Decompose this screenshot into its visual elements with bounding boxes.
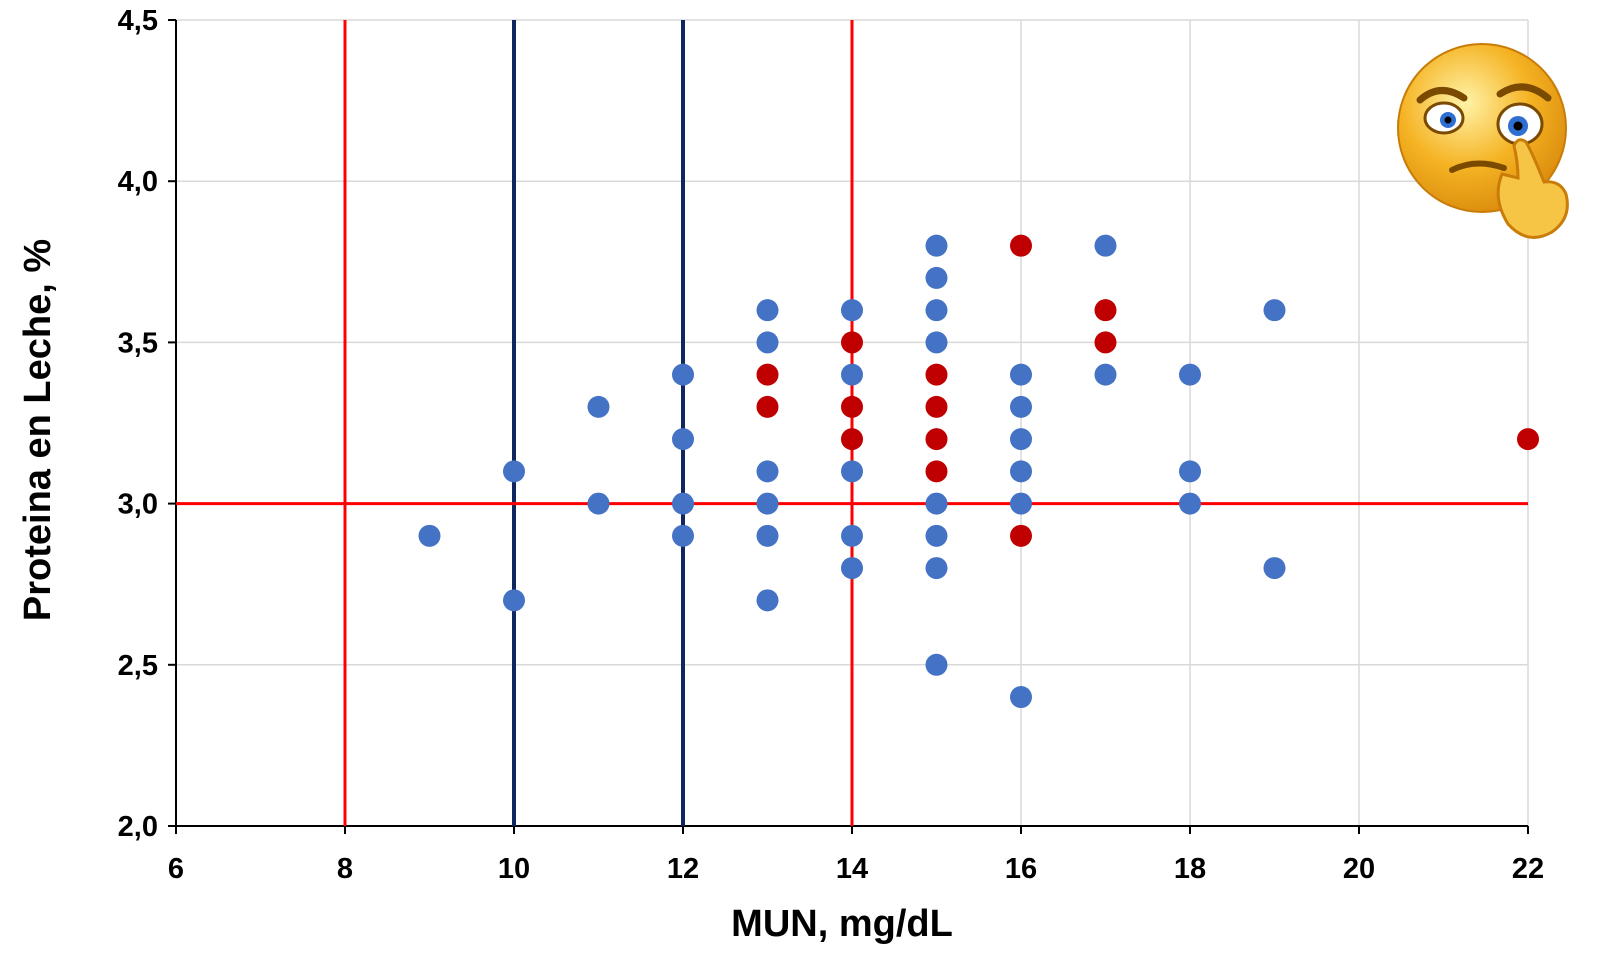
blue-data-point bbox=[587, 395, 610, 418]
red-data-point bbox=[756, 395, 779, 418]
thinking-emoji-icon bbox=[1397, 43, 1569, 239]
x-tick-label: 6 bbox=[168, 853, 184, 885]
red-data-point bbox=[1094, 299, 1117, 322]
red-data-point bbox=[925, 395, 948, 418]
y-axis-title: Proteina en Leche, % bbox=[17, 239, 59, 621]
blue-data-point bbox=[925, 492, 948, 515]
blue-data-point bbox=[418, 524, 441, 547]
x-tick-labels: 6 8 10 12 14 16 18 20 22 bbox=[168, 853, 1544, 885]
y-tick-label: 4,5 bbox=[118, 5, 158, 37]
y-tick-label: 4,0 bbox=[118, 166, 158, 198]
blue-data-point bbox=[503, 589, 525, 612]
x-tick-label: 14 bbox=[836, 853, 868, 885]
red-data-point bbox=[1094, 331, 1117, 354]
blue-data-point bbox=[841, 557, 863, 580]
blue-data-point bbox=[756, 299, 779, 322]
blue-data-point bbox=[925, 234, 948, 257]
y-tick-label: 2,0 bbox=[118, 811, 158, 843]
blue-data-point bbox=[925, 653, 948, 676]
red-data-point bbox=[925, 363, 948, 386]
blue-data-point bbox=[1010, 460, 1032, 483]
blue-data-point bbox=[841, 363, 863, 386]
y-tick-label: 2,5 bbox=[118, 650, 158, 682]
blue-data-point bbox=[672, 492, 694, 515]
blue-data-point bbox=[672, 428, 694, 451]
blue-data-point bbox=[1010, 363, 1032, 386]
blue-data-point bbox=[1010, 492, 1032, 515]
blue-data-point bbox=[1010, 686, 1032, 709]
x-tick-label: 12 bbox=[667, 853, 699, 885]
blue-data-point bbox=[672, 363, 694, 386]
x-tick-label: 16 bbox=[1005, 853, 1037, 885]
x-axis-title: MUN, mg/dL bbox=[731, 903, 953, 945]
blue-data-point bbox=[925, 266, 948, 289]
blue-data-point bbox=[841, 524, 863, 547]
blue-data-point bbox=[1179, 492, 1201, 515]
x-tick-label: 10 bbox=[498, 853, 530, 885]
x-tick-label: 20 bbox=[1343, 853, 1375, 885]
blue-data-point bbox=[925, 557, 948, 580]
x-tick-label: 22 bbox=[1512, 853, 1544, 885]
data-points bbox=[418, 234, 1539, 709]
y-tick-label: 3,5 bbox=[118, 327, 158, 359]
blue-data-point bbox=[756, 492, 779, 515]
x-tick-label: 18 bbox=[1174, 853, 1206, 885]
blue-data-point bbox=[1263, 557, 1286, 580]
axes bbox=[168, 19, 1529, 834]
blue-data-point bbox=[1010, 395, 1032, 418]
blue-data-point bbox=[756, 589, 779, 612]
blue-data-point bbox=[1179, 460, 1201, 483]
blue-data-point bbox=[756, 524, 779, 547]
blue-data-point bbox=[1010, 428, 1032, 451]
blue-data-point bbox=[925, 299, 948, 322]
blue-data-point bbox=[587, 492, 610, 515]
blue-data-point bbox=[756, 331, 779, 354]
blue-data-point bbox=[925, 524, 948, 547]
blue-data-point bbox=[503, 460, 525, 483]
blue-data-point bbox=[756, 460, 779, 483]
red-data-point bbox=[1010, 234, 1032, 257]
blue-data-point bbox=[1263, 299, 1286, 322]
blue-data-point bbox=[672, 524, 694, 547]
red-data-point bbox=[1517, 428, 1539, 451]
red-data-point bbox=[925, 460, 948, 483]
x-tick-label: 8 bbox=[337, 853, 353, 885]
red-data-point bbox=[925, 428, 948, 451]
blue-data-point bbox=[841, 299, 863, 322]
blue-data-point bbox=[1094, 234, 1117, 257]
blue-data-point bbox=[1179, 363, 1201, 386]
red-data-point bbox=[841, 331, 863, 354]
blue-data-point bbox=[1094, 363, 1117, 386]
blue-data-point bbox=[925, 331, 948, 354]
blue-data-point bbox=[841, 460, 863, 483]
y-tick-label: 3,0 bbox=[118, 489, 158, 521]
red-data-point bbox=[756, 363, 779, 386]
red-data-point bbox=[841, 428, 863, 451]
red-data-point bbox=[841, 395, 863, 418]
y-tick-labels: 2,0 2,5 3,0 3,5 4,0 4,5 bbox=[118, 5, 158, 843]
reference-lines bbox=[176, 20, 1528, 826]
red-data-point bbox=[1010, 524, 1032, 547]
